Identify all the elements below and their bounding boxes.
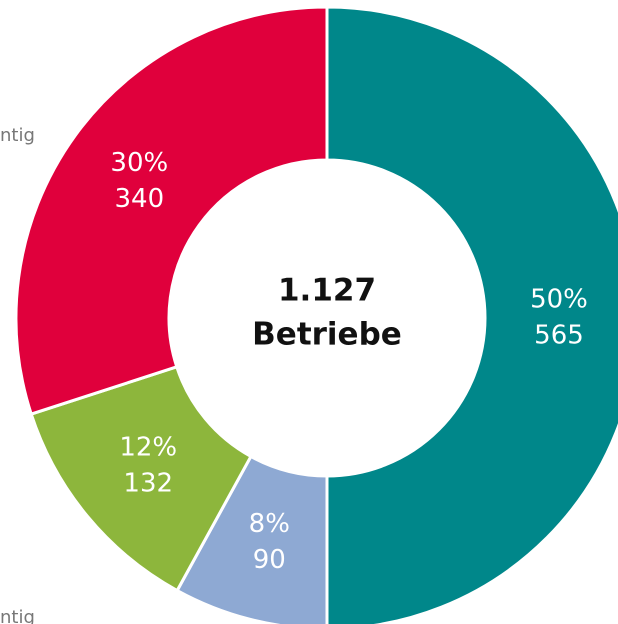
- percent-label: 12%: [119, 432, 177, 462]
- center-text: 1.127: [278, 273, 376, 309]
- donut-segment: [325, 5, 618, 624]
- percent-label: 30%: [110, 148, 168, 178]
- donut-segment: [14, 5, 329, 416]
- count-label: 340: [114, 184, 164, 214]
- count-label: 90: [253, 545, 286, 575]
- count-label: 132: [123, 468, 173, 498]
- annotation: ntig: [0, 125, 35, 146]
- center-text: Betriebe: [252, 317, 402, 353]
- count-label: 565: [534, 321, 584, 351]
- percent-label: 8%: [249, 509, 290, 539]
- annotation: ntig: [0, 607, 35, 624]
- percent-label: 50%: [530, 285, 588, 315]
